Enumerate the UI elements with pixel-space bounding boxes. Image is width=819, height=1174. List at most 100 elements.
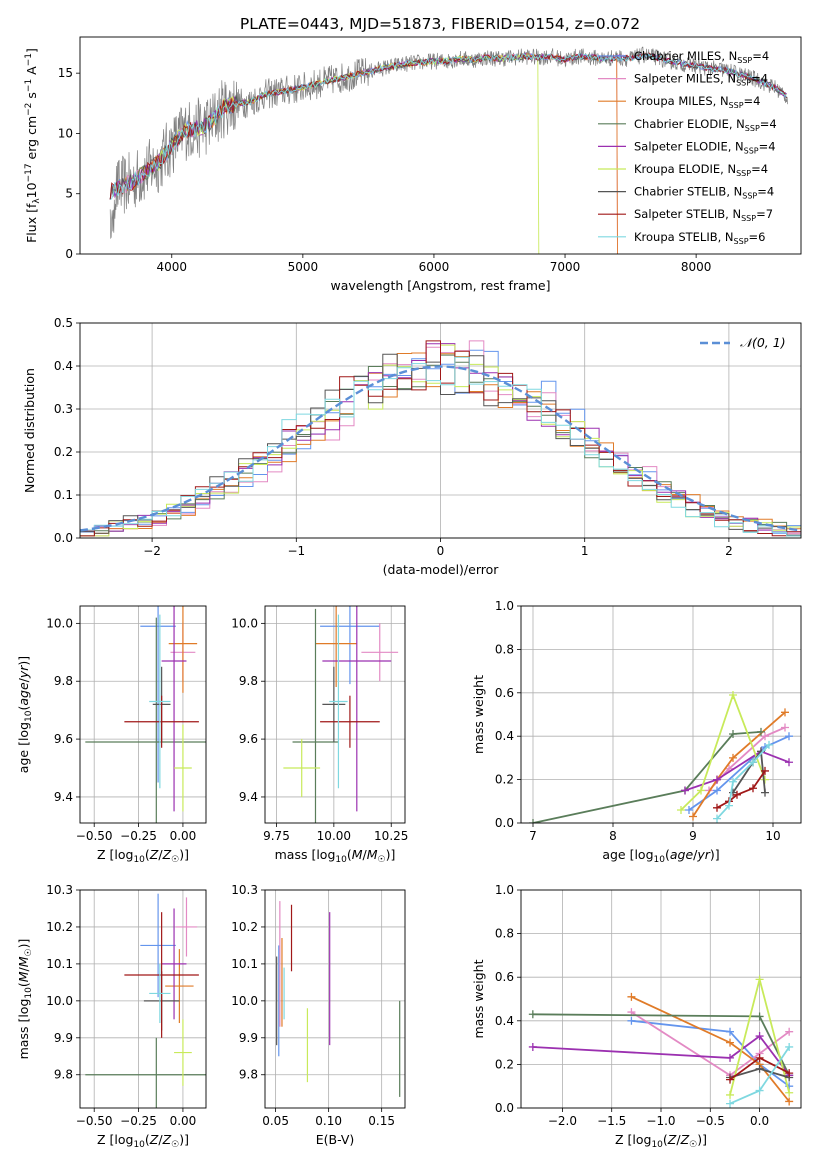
figure-title: PLATE=0443, MJD=51873, FIBERID=0154, z=0…	[240, 15, 640, 33]
data-point	[713, 814, 721, 823]
data-point	[529, 819, 537, 823]
legend-label-chabrier-elodie: Chabrier ELODIE, NSSP=4	[634, 117, 777, 133]
series-kroupa-stelib	[726, 1042, 794, 1108]
y-tick-label: 0.2	[54, 445, 73, 459]
errorbar-kroupa-stelib	[149, 963, 171, 1024]
series-line	[692, 711, 786, 817]
data-point	[689, 812, 697, 821]
y-axis-label: Normed distribution	[22, 368, 37, 493]
errorbar-kroupa-elodie	[174, 1019, 192, 1086]
y-tick-label: 0.6	[495, 970, 514, 984]
errorbar-chabrier-stelib	[322, 666, 346, 742]
y-tick-label: 9.6	[54, 732, 73, 746]
data-point	[528, 1010, 537, 1019]
y-tick-label: 10.0	[46, 616, 73, 630]
plot-area	[528, 975, 794, 1108]
model-spectrum-kroupa-stelib	[109, 52, 787, 200]
errorbar-chabrier-miles	[140, 606, 176, 783]
y-tick-label: 9.8	[54, 1068, 73, 1082]
series-line	[684, 750, 790, 792]
series-salpeter-elodie	[681, 747, 793, 795]
panel-mass-vs-ebv: 0.05 0.10 0.15 9.8 9.9 10.0 10.1 10.2 10.3 E(B-V)	[231, 883, 406, 1147]
x-tick-label: −0.5	[696, 1114, 725, 1128]
series-salpeter-elodie	[528, 1032, 794, 1080]
series-chabrier-miles	[685, 732, 793, 814]
x-tick-label: 0	[437, 544, 445, 558]
legend-label-kroupa-miles: Kroupa MILES, NSSP=4	[634, 94, 760, 110]
data-point	[757, 727, 765, 736]
y-tick-label: 9.8	[54, 674, 73, 688]
axes-frame	[264, 605, 406, 824]
data-point	[726, 1027, 735, 1036]
x-tick-label: −0.25	[120, 1114, 157, 1128]
x-tick-label: −1.0	[646, 1114, 675, 1128]
errorbar-salpeter-elodie	[322, 606, 392, 812]
errorbar-chabrier-miles	[140, 893, 176, 998]
errorbar-salpeter-miles	[175, 897, 198, 957]
x-tick-label: 5000	[288, 260, 319, 274]
series-line	[631, 995, 790, 1103]
data-point	[726, 1099, 735, 1108]
data-point	[755, 975, 764, 984]
y-tick-label: 15	[58, 66, 73, 80]
y-tick-label: 10.2	[46, 920, 73, 934]
series-salpeter-stelib	[726, 1053, 794, 1084]
series-chabrier-elodie	[529, 727, 765, 823]
x-tick-label: −0.50	[76, 829, 113, 843]
data-point	[685, 805, 693, 814]
data-point	[785, 1042, 794, 1051]
y-tick-label: 0.6	[495, 686, 514, 700]
errorbar-chabrier-elodie	[85, 617, 206, 823]
data-point	[733, 790, 741, 799]
legend-label-kroupa-stelib: Kroupa STELIB, NSSP=6	[634, 230, 765, 246]
data-point	[785, 1027, 794, 1036]
x-tick-label: −0.25	[120, 829, 157, 843]
x-axis-label: mass [log10(M/M☉)]	[275, 847, 396, 865]
y-tick-label: 9.9	[54, 1031, 73, 1045]
errorbar-kroupa-miles	[168, 606, 198, 693]
data-point	[781, 723, 789, 732]
x-tick-label: 2	[725, 544, 733, 558]
data-point	[729, 690, 737, 699]
y-tick-label: 0.8	[495, 642, 514, 656]
errorbar-salpeter-miles	[361, 623, 399, 682]
data-point	[785, 732, 793, 741]
y-tick-label: 0.0	[54, 531, 73, 545]
errorbar-chabrier-miles	[320, 606, 380, 685]
x-tick-label: 7	[529, 829, 537, 843]
y-tick-label: 0.3	[54, 402, 73, 416]
plot-area	[276, 901, 401, 1097]
x-tick-label: 0.00	[170, 1114, 197, 1128]
y-tick-label: 9.8	[239, 674, 258, 688]
y-tick-label: 0	[65, 247, 73, 261]
data-point	[713, 786, 721, 795]
y-tick-label: 1.0	[495, 599, 514, 613]
x-tick-label: 6000	[419, 260, 450, 274]
axes-frame	[79, 36, 802, 255]
y-tick-label: 0.8	[495, 927, 514, 941]
axes-frame	[264, 889, 406, 1109]
y-tick-label: 10	[58, 126, 73, 140]
legend-label-salpeter-miles: Salpeter MILES, NSSP=4	[634, 72, 768, 88]
series-kroupa-miles	[689, 708, 789, 821]
plot-area	[529, 690, 793, 823]
x-tick-label: 4000	[156, 260, 187, 274]
data-point	[729, 753, 737, 762]
x-tick-label: −2.0	[548, 1114, 577, 1128]
y-tick-label: 10.3	[231, 883, 258, 897]
data-point	[749, 784, 757, 793]
plot-area	[85, 893, 206, 1108]
axes-frame	[79, 605, 207, 824]
data-point	[677, 805, 685, 814]
y-tick-label: 9.9	[239, 1031, 258, 1045]
y-tick-label: 10.0	[46, 994, 73, 1008]
data-point	[713, 803, 721, 812]
x-tick-label: 9.75	[263, 829, 290, 843]
y-axis-label: mass weight	[471, 959, 486, 1038]
x-tick-label: −1.5	[597, 1114, 626, 1128]
y-tick-label: 9.4	[54, 790, 73, 804]
panel-spectrum: 4000 5000 6000 7000 8000 0 5 10 15 wavelength [An…	[24, 36, 802, 293]
series-line	[716, 770, 766, 809]
